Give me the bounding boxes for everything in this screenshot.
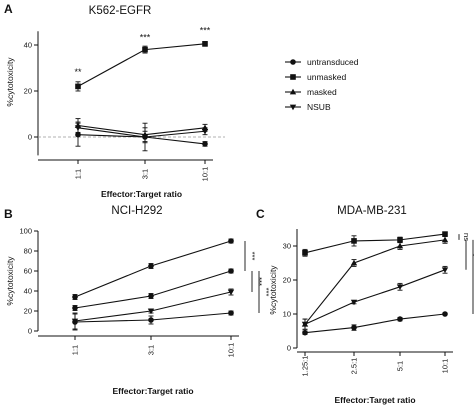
pc-x-tick-label-1: 2.5:1 (350, 358, 359, 375)
pc-series-untransduced-point-1 (351, 324, 357, 331)
pb-y-tick-label-1: 20 (24, 307, 32, 316)
panel-letter-b: B (4, 207, 13, 221)
pb-series-nsub-point-2 (227, 289, 235, 296)
pa-legend-nsub-label: NSUB (307, 102, 331, 112)
pb-y-tick-label-3: 60 (24, 267, 32, 276)
pb-series-masked-point-0 (72, 305, 78, 311)
pa-x-tick-label-0: 1:1 (74, 169, 83, 179)
pc-y-tick-label-0: 0 (287, 344, 291, 353)
pb-series-unmasked-point-1 (148, 263, 154, 269)
pb-significance-label-2: *** (262, 288, 271, 297)
pc-y-axis-label: %cytotoxicity (268, 265, 278, 315)
pa-series-nsub-point-1 (141, 134, 149, 141)
pc-series-masked-line (304, 239, 446, 325)
pa-series-unmasked-point-2 (202, 41, 208, 47)
pa-legend-masked-label: masked (307, 87, 337, 97)
pb-series-unmasked-point-0 (72, 294, 78, 300)
pa-series-unmasked-point-0 (75, 83, 81, 90)
pc-significance-label-1: * (469, 253, 474, 256)
pc-series-masked-point-1 (350, 259, 358, 266)
pc-series-untransduced-point-0 (302, 329, 308, 336)
pb-y-axis-label: %cytotoxicity (5, 256, 15, 306)
pb-x-tick-label-2: 10:1 (227, 343, 236, 358)
panel-letter-a: A (4, 2, 13, 16)
pb-series-untransduced-point-2 (228, 310, 234, 316)
pa-series-nsub-point-0 (74, 125, 82, 131)
pa-legend-unmasked-marker (290, 74, 296, 80)
pc-series-nsub-point-2 (396, 284, 404, 290)
pc-y-tick-label-3: 30 (283, 242, 291, 251)
pa-series-untransduced-point-2 (202, 141, 208, 147)
pb-series-untransduced-point-0 (72, 319, 78, 325)
pc-x-tick-label-2: 5:1 (396, 361, 405, 371)
pa-x-axis-label: Effector:Target ratio (101, 189, 182, 199)
pb-x-tick-label-0: 1:1 (71, 345, 80, 355)
pb-series-masked-line (74, 270, 232, 309)
pc-series-unmasked-point-2 (397, 237, 403, 243)
pc-series-masked-point-3 (441, 236, 449, 243)
pc-series-unmasked-point-1 (351, 238, 357, 244)
pb-series-nsub-point-1 (147, 308, 155, 315)
pa-y-axis-label: %cytotoxicity (5, 57, 15, 107)
pb-y-tick-label-4: 80 (24, 247, 32, 256)
pc-series-untransduced-point-3 (442, 311, 448, 317)
pc-series-masked-point-2 (396, 242, 404, 249)
pa-annotation-0: ** (74, 67, 82, 77)
pc-y-tick-label-2: 20 (283, 276, 291, 285)
pb-significance-label-0: *** (248, 252, 257, 261)
pc-series-untransduced-line (304, 313, 446, 334)
pc-y-tick-label-1: 10 (283, 310, 291, 319)
pc-x-axis-label: Effector:Target ratio (334, 395, 415, 405)
pa-title: K562-EGFR (89, 5, 152, 17)
pb-title: NCI-H292 (111, 205, 162, 217)
pb-y-tick-label-2: 40 (24, 287, 32, 296)
pa-legend-masked-marker (289, 88, 297, 95)
pa-series-nsub-point-2 (201, 128, 209, 135)
pc-series-nsub-point-3 (441, 267, 449, 273)
pb-y-tick-label-5: 100 (19, 227, 32, 236)
pc-series-unmasked-point-0 (302, 250, 308, 256)
pc-x-tick-label-0: 1.25:1 (301, 356, 310, 377)
pc-x-tick-label-3: 10:1 (441, 359, 450, 374)
pb-x-tick-label-1: 3:1 (147, 345, 156, 355)
pc-series-unmasked-line (304, 233, 446, 254)
pb-significance-label-1: *** (255, 277, 264, 286)
pb-series-unmasked-point-2 (228, 238, 234, 244)
pc-significance-label-0: ns (462, 233, 471, 241)
pa-y-tick-label-1: 20 (24, 87, 32, 96)
pa-legend-nsub-marker (289, 104, 297, 111)
pa-series-unmasked-point-1 (142, 46, 148, 53)
pc-series-nsub-point-0 (301, 321, 309, 328)
pa-y-tick-label-0: 0 (28, 133, 32, 142)
pb-series-masked-point-1 (148, 293, 154, 299)
pa-legend-untransduced-label: untransduced (307, 57, 359, 67)
pa-legend-untransduced-marker (290, 59, 296, 65)
pc-series-untransduced-point-2 (397, 316, 403, 322)
pa-series-unmasked-line (77, 43, 206, 87)
pb-series-masked-point-2 (228, 268, 234, 274)
pc-series-unmasked-point-3 (442, 231, 448, 237)
pc-series-nsub-line (304, 269, 446, 325)
pb-y-tick-label-0: 0 (28, 327, 32, 336)
pc-title: MDA-MB-231 (337, 205, 407, 217)
pa-legend-unmasked-label: unmasked (307, 72, 346, 82)
pa-annotation-1: *** (140, 32, 151, 42)
pa-y-tick-label-2: 40 (24, 41, 32, 50)
pa-x-tick-label-2: 10:1 (201, 167, 210, 182)
pb-series-untransduced-point-1 (148, 317, 154, 323)
pb-x-axis-label: Effector:Target ratio (112, 386, 193, 396)
pa-annotation-2: *** (200, 26, 211, 36)
pc-series-nsub-point-1 (350, 299, 358, 306)
panel-letter-c: C (256, 207, 265, 221)
pb-series-unmasked-line (74, 240, 232, 298)
pa-x-tick-label-1: 3:1 (141, 169, 150, 179)
